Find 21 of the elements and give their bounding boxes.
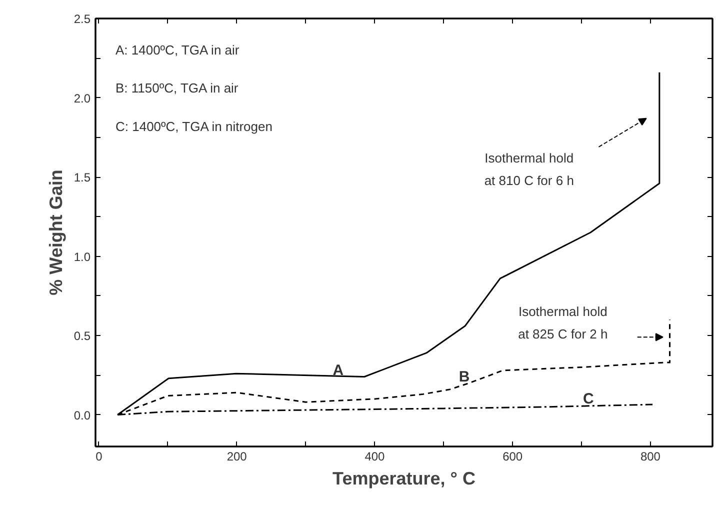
annotation: Isothermal hold at 825 C for 2 h [518, 304, 608, 342]
y-tick-label: 2.0 [74, 91, 91, 106]
x-tick-label: 800 [640, 450, 661, 464]
x-tick-label: 600 [502, 450, 523, 464]
annotation: B [458, 368, 470, 386]
y-tick-label: 2.5 [74, 12, 91, 26]
x-tick-label: 200 [226, 450, 248, 464]
y-tick-label: 0.0 [74, 408, 91, 422]
x-tick-label: 0 [96, 450, 103, 464]
y-tick-label: 0.5 [74, 329, 91, 344]
y-tick-label: 1.0 [74, 250, 91, 264]
annotation: Isothermal hold at 810 C for 6 h [484, 150, 574, 188]
y-tick-label: 1.5 [74, 170, 91, 185]
x-tick-label: 400 [364, 450, 386, 464]
annotation: C [582, 390, 594, 408]
x-axis-title: Temperature, ° C [332, 468, 476, 488]
y-axis-title: % Weight Gain [46, 170, 66, 296]
annotation: A [332, 362, 344, 379]
annotation: C: 1400ºC, TGA in nitrogen [115, 118, 272, 134]
annotation: B: 1150ºC, TGA in air [115, 80, 239, 96]
annotation: A: 1400ºC, TGA in air [115, 42, 240, 58]
